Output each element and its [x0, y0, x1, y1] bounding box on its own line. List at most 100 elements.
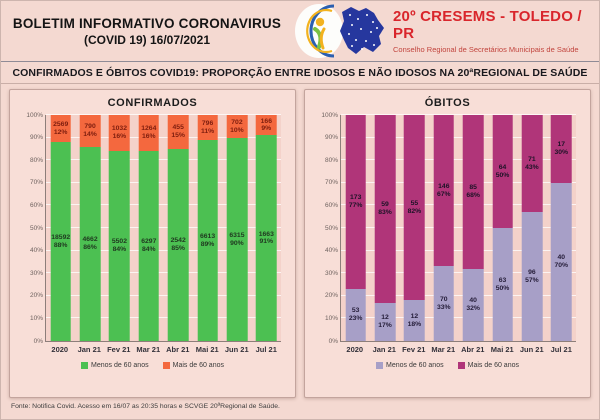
gridline: [46, 136, 281, 138]
gridline: [341, 317, 576, 319]
segment-percent: 68%: [466, 191, 480, 199]
x-axis-label: Fev 21: [402, 345, 426, 354]
segment-percent: 43%: [525, 163, 539, 171]
bar-segment: [138, 151, 160, 341]
bar-segment-label: 1032 16%: [102, 125, 137, 141]
gridline: [341, 159, 576, 161]
segment-value: 1032: [111, 125, 127, 133]
bar-segment-label: 796 11%: [190, 120, 225, 136]
bar-segment-label: 63 50%: [485, 277, 520, 293]
bar-segment-label: 6297 84%: [132, 238, 167, 254]
y-tick-label: 30%: [29, 269, 43, 277]
segment-percent: 90%: [230, 239, 244, 247]
bar-segment: [404, 300, 425, 341]
bar-segment-label: 53 23%: [338, 307, 373, 323]
segment-value: 6297: [141, 238, 157, 246]
confirmados-chart: CONFIRMADOS 0% 10% 20% 30% 40% 50% 60% 70% 80% 90…: [9, 89, 296, 398]
segment-value: 1663: [258, 230, 274, 238]
bar-segment: [167, 148, 189, 341]
x-axis-label: Mai 21: [490, 345, 514, 354]
x-axis-label: 2020: [51, 345, 69, 354]
bar-segment: [109, 151, 130, 341]
y-tick-label: 60%: [29, 201, 43, 209]
bar-segment: [345, 115, 366, 290]
confirmados-x-axis: 2020 Jan 21 Fev 21 Mar 21 Abr 21 Mai 21 Jun 21…: [45, 345, 281, 358]
legend-label: Mais de 60 anos: [467, 362, 519, 369]
segment-value: 2569: [53, 120, 69, 128]
bar-segment: [551, 182, 572, 341]
segment-percent: 57%: [525, 276, 539, 284]
segment-value: 6315: [229, 231, 245, 239]
person-icon: [315, 17, 325, 27]
y-tick-label: 100%: [26, 111, 43, 119]
bulletin-title-block: BOLETIM INFORMATIVO CORONAVIRUS (COVID 1…: [1, 16, 293, 47]
obitos-legend: Menos de 60 anos Mais de 60 anos: [313, 362, 582, 369]
y-tick-label: 30%: [324, 269, 338, 277]
chart-title-confirmados: CONFIRMADOS: [107, 97, 198, 109]
bar-segment-label: 12 17%: [368, 314, 403, 330]
section-subtitle: CONFIRMADOS E ÓBITOS COVID19: PROPORÇÃO …: [1, 62, 599, 84]
bar-segment-label: 85 68%: [456, 184, 491, 200]
segment-percent: 91%: [259, 238, 274, 246]
segment-percent: 67%: [437, 190, 451, 198]
bar-segment-label: 6613 89%: [190, 233, 225, 249]
segment-percent: 86%: [83, 243, 97, 251]
bar-segment: [521, 212, 543, 341]
segment-value: 166: [260, 117, 272, 125]
y-tick-label: 60%: [324, 201, 338, 209]
gridline: [46, 317, 281, 319]
legend-item: Mais de 60 anos: [162, 362, 224, 369]
x-axis-label: Mar 21: [136, 345, 161, 354]
bar-segment: [374, 302, 396, 341]
bar-segment-label: 40 70%: [544, 254, 579, 270]
segment-value: 146: [438, 182, 450, 190]
y-tick-label: 90%: [29, 134, 43, 142]
gridline: [341, 294, 576, 296]
gridline: [341, 227, 576, 228]
bar-segment: [167, 115, 189, 149]
segment-value: 4662: [82, 236, 98, 244]
segment-percent: 84%: [112, 246, 127, 254]
legend-swatch: [376, 362, 383, 369]
bar-segment: [433, 115, 455, 267]
bar-segment-label: 790 14%: [73, 123, 108, 139]
y-tick-label: 20%: [324, 292, 338, 300]
bar-segment-label: 70 33%: [427, 296, 462, 312]
stacked-bar: 18592 88% 2569 12%: [50, 115, 71, 341]
segment-value: 6613: [200, 232, 216, 240]
segment-percent: 33%: [437, 303, 451, 311]
y-tick-label: 10%: [324, 314, 338, 322]
segment-value: 17: [557, 141, 566, 149]
y-tick-label: 10%: [29, 314, 43, 322]
bulletin-title: BOLETIM INFORMATIVO CORONAVIRUS: [12, 15, 282, 31]
segment-percent: 18%: [407, 320, 422, 328]
stacked-bar: 5502 84% 1032 16%: [109, 115, 130, 341]
x-axis-label: Jul 21: [255, 345, 277, 354]
legend-item: Menos de 60 anos: [81, 362, 149, 369]
y-tick-label: 70%: [29, 179, 43, 187]
bar-segment-label: 17 30%: [544, 141, 579, 157]
y-tick-label: 100%: [321, 111, 338, 119]
x-axis-label: Mai 21: [195, 345, 219, 354]
segment-percent: 23%: [348, 315, 363, 323]
segment-value: 71: [528, 155, 536, 163]
legend-item: Mais de 60 anos: [457, 362, 519, 369]
bar-segment: [79, 146, 101, 341]
segment-value: 85: [469, 184, 477, 192]
bar-segment-label: 6315 90%: [220, 232, 255, 248]
charts-row: CONFIRMADOS 0% 10% 20% 30% 40% 50% 60% 70% 80% 90…: [1, 84, 599, 400]
segment-percent: 14%: [83, 130, 97, 138]
segment-value: 796: [201, 119, 214, 127]
segment-value: 455: [172, 124, 184, 132]
segment-percent: 16%: [142, 133, 156, 141]
segment-value: 59: [381, 200, 389, 208]
bar-segment: [109, 115, 130, 152]
segment-percent: 10%: [230, 126, 244, 134]
bar-segment: [226, 137, 248, 341]
stacked-bar: 1663 91% 166 9%: [256, 115, 277, 341]
gridline: [341, 272, 576, 274]
x-axis-label: Jan 21: [372, 345, 396, 354]
gridline: [46, 114, 281, 115]
legend-label: Mais de 60 anos: [172, 362, 224, 369]
stacked-bar: 70 33% 146 67%: [433, 115, 455, 341]
